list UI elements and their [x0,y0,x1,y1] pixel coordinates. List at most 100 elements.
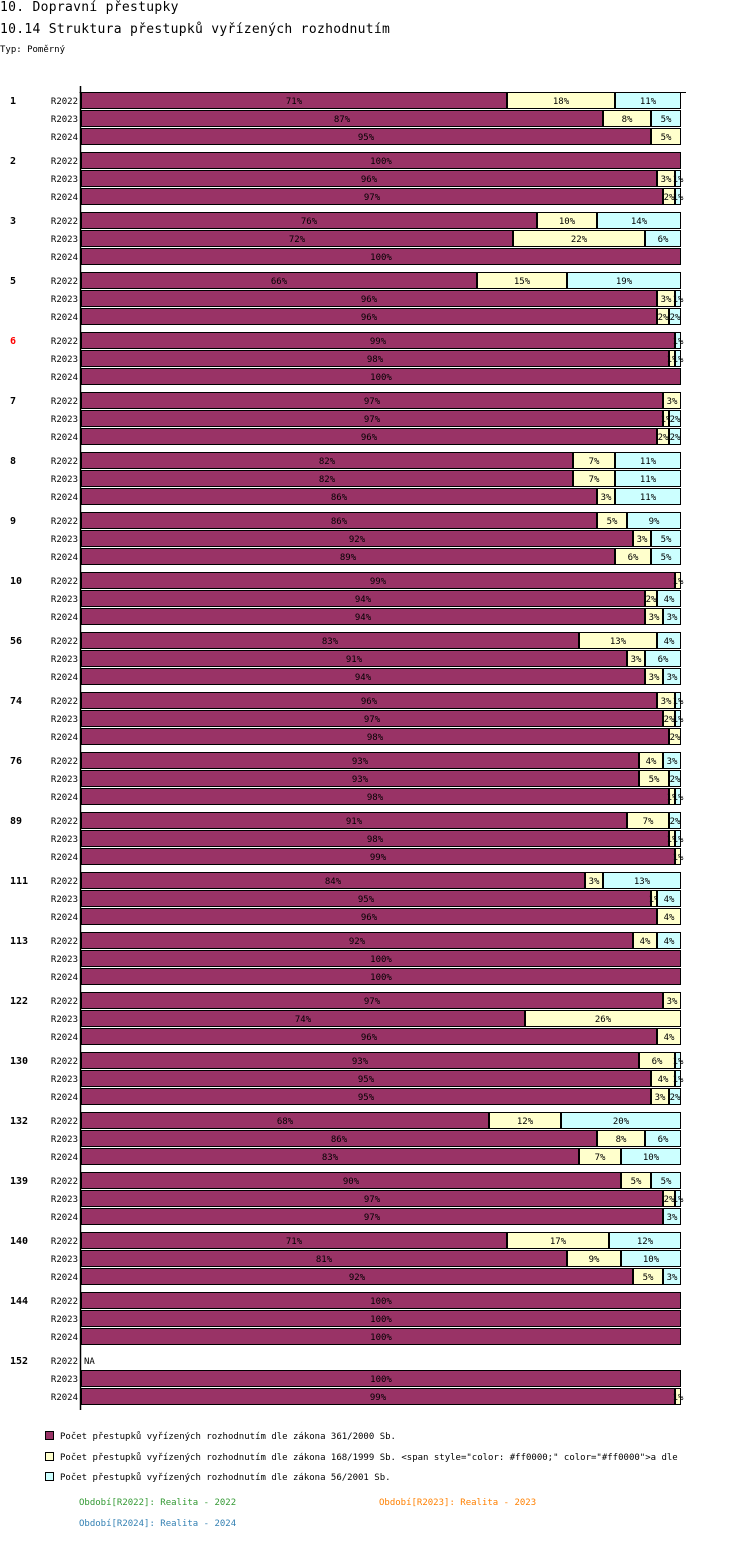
bar-segment [81,1190,663,1207]
data-label: 99% [370,1393,387,1403]
bar-segment [81,812,627,829]
period-label: R2024 [51,1333,78,1343]
period-label: R2023 [51,1075,78,1085]
bar-segment [627,812,669,829]
data-label: 98% [367,793,384,803]
group-label: 113 [10,936,28,947]
period-label: R2024 [51,973,78,983]
data-label: 83% [322,637,339,647]
data-label: 92% [349,535,366,545]
period-label: R2024 [51,1093,78,1103]
bar-segment [657,428,669,445]
data-label: 3% [637,535,648,545]
group-label: 122 [10,996,28,1007]
bar-segment [81,1250,567,1267]
data-label: 2% [670,313,681,323]
bar-segment [81,752,639,769]
data-label: 5% [661,133,672,143]
group-label: 10 [10,576,22,587]
data-label: 22% [571,235,588,245]
data-label: 10% [643,1255,660,1265]
data-label: 97% [364,193,381,203]
data-label: 12% [637,1237,654,1247]
data-label: 1% [673,697,684,707]
data-label: 14% [631,217,648,227]
period-label: R2024 [51,1393,78,1403]
bar-segment [675,1190,681,1207]
bar-segment [81,1112,489,1129]
bar-segment [513,230,645,247]
bar-segment [615,548,651,565]
data-label: 2% [658,313,669,323]
bar-segment [669,410,681,427]
bar-segment [81,410,663,427]
bar-segment [597,212,681,229]
period-label: R2022 [51,1117,78,1127]
data-label: 68% [277,1117,294,1127]
period-label: R2024 [51,433,78,443]
legend-item-361-2000: Počet přestupků vyřízených rozhodnutím d… [45,1431,396,1443]
bar-segment [663,410,669,427]
data-label: 100% [370,253,392,263]
bar-segment [573,470,615,487]
data-label: 96% [361,295,378,305]
bar-segment [81,1010,525,1027]
period-legend-r2023: Období[R2023]: Realita - 2023 [379,1498,537,1508]
bar-segment [651,1070,675,1087]
bar-segment [477,272,567,289]
bar-segment [657,290,675,307]
data-label: 7% [589,457,600,467]
data-label: 5% [607,517,618,527]
data-label: 1% [673,295,684,305]
bar-segment [81,950,681,967]
data-label: 1% [667,355,678,365]
data-label: 2% [670,415,681,425]
data-label: 5% [661,535,672,545]
bar-segment [573,452,615,469]
data-label: 1% [673,853,684,863]
data-label: 89% [340,553,357,563]
data-label: 81% [316,1255,333,1265]
period-label: R2023 [51,175,78,185]
bar-segment [567,272,681,289]
bar-segment [81,212,537,229]
period-label: R2024 [51,1273,78,1283]
data-label: 9% [649,517,660,527]
data-label: 5% [631,1177,642,1187]
legend-label: Počet přestupků vyřízených rozhodnutím d… [60,1453,678,1463]
bar-segment [657,590,681,607]
data-label: 5% [649,775,660,785]
bar-segment [81,1292,681,1309]
period-label: R2024 [51,613,78,623]
legend-swatch-maroon [45,1431,54,1440]
bar-segment [81,470,573,487]
legend-item-168-1999: Počet přestupků vyřízených rozhodnutím d… [45,1452,678,1464]
data-label: 11% [640,493,657,503]
data-label: 93% [352,775,369,785]
bar-segment [675,170,681,187]
bar-segment [675,350,681,367]
period-label: R2024 [51,493,78,503]
period-label: R2023 [51,535,78,545]
data-label: 1% [667,793,678,803]
period-label: R2023 [51,595,78,605]
bar-segment [675,1070,681,1087]
period-label: R2024 [51,853,78,863]
data-label: 72% [289,235,306,245]
bar-segment [663,608,681,625]
group-label: 140 [10,1236,28,1247]
data-label: 95% [358,1075,375,1085]
chart-title: 10.14 Struktura přestupků vyřízených roz… [0,22,391,37]
data-label: 92% [349,937,366,947]
period-label: R2023 [51,1195,78,1205]
group-label: 9 [10,516,16,527]
period-label: R2024 [51,193,78,203]
data-label: 2% [664,193,675,203]
period-label: R2022 [51,397,78,407]
data-label: 95% [358,1093,375,1103]
bar-segment [615,452,681,469]
data-label: 4% [664,637,675,647]
group-label: 132 [10,1116,28,1127]
data-label: 82% [319,457,336,467]
data-label: 5% [661,1177,672,1187]
